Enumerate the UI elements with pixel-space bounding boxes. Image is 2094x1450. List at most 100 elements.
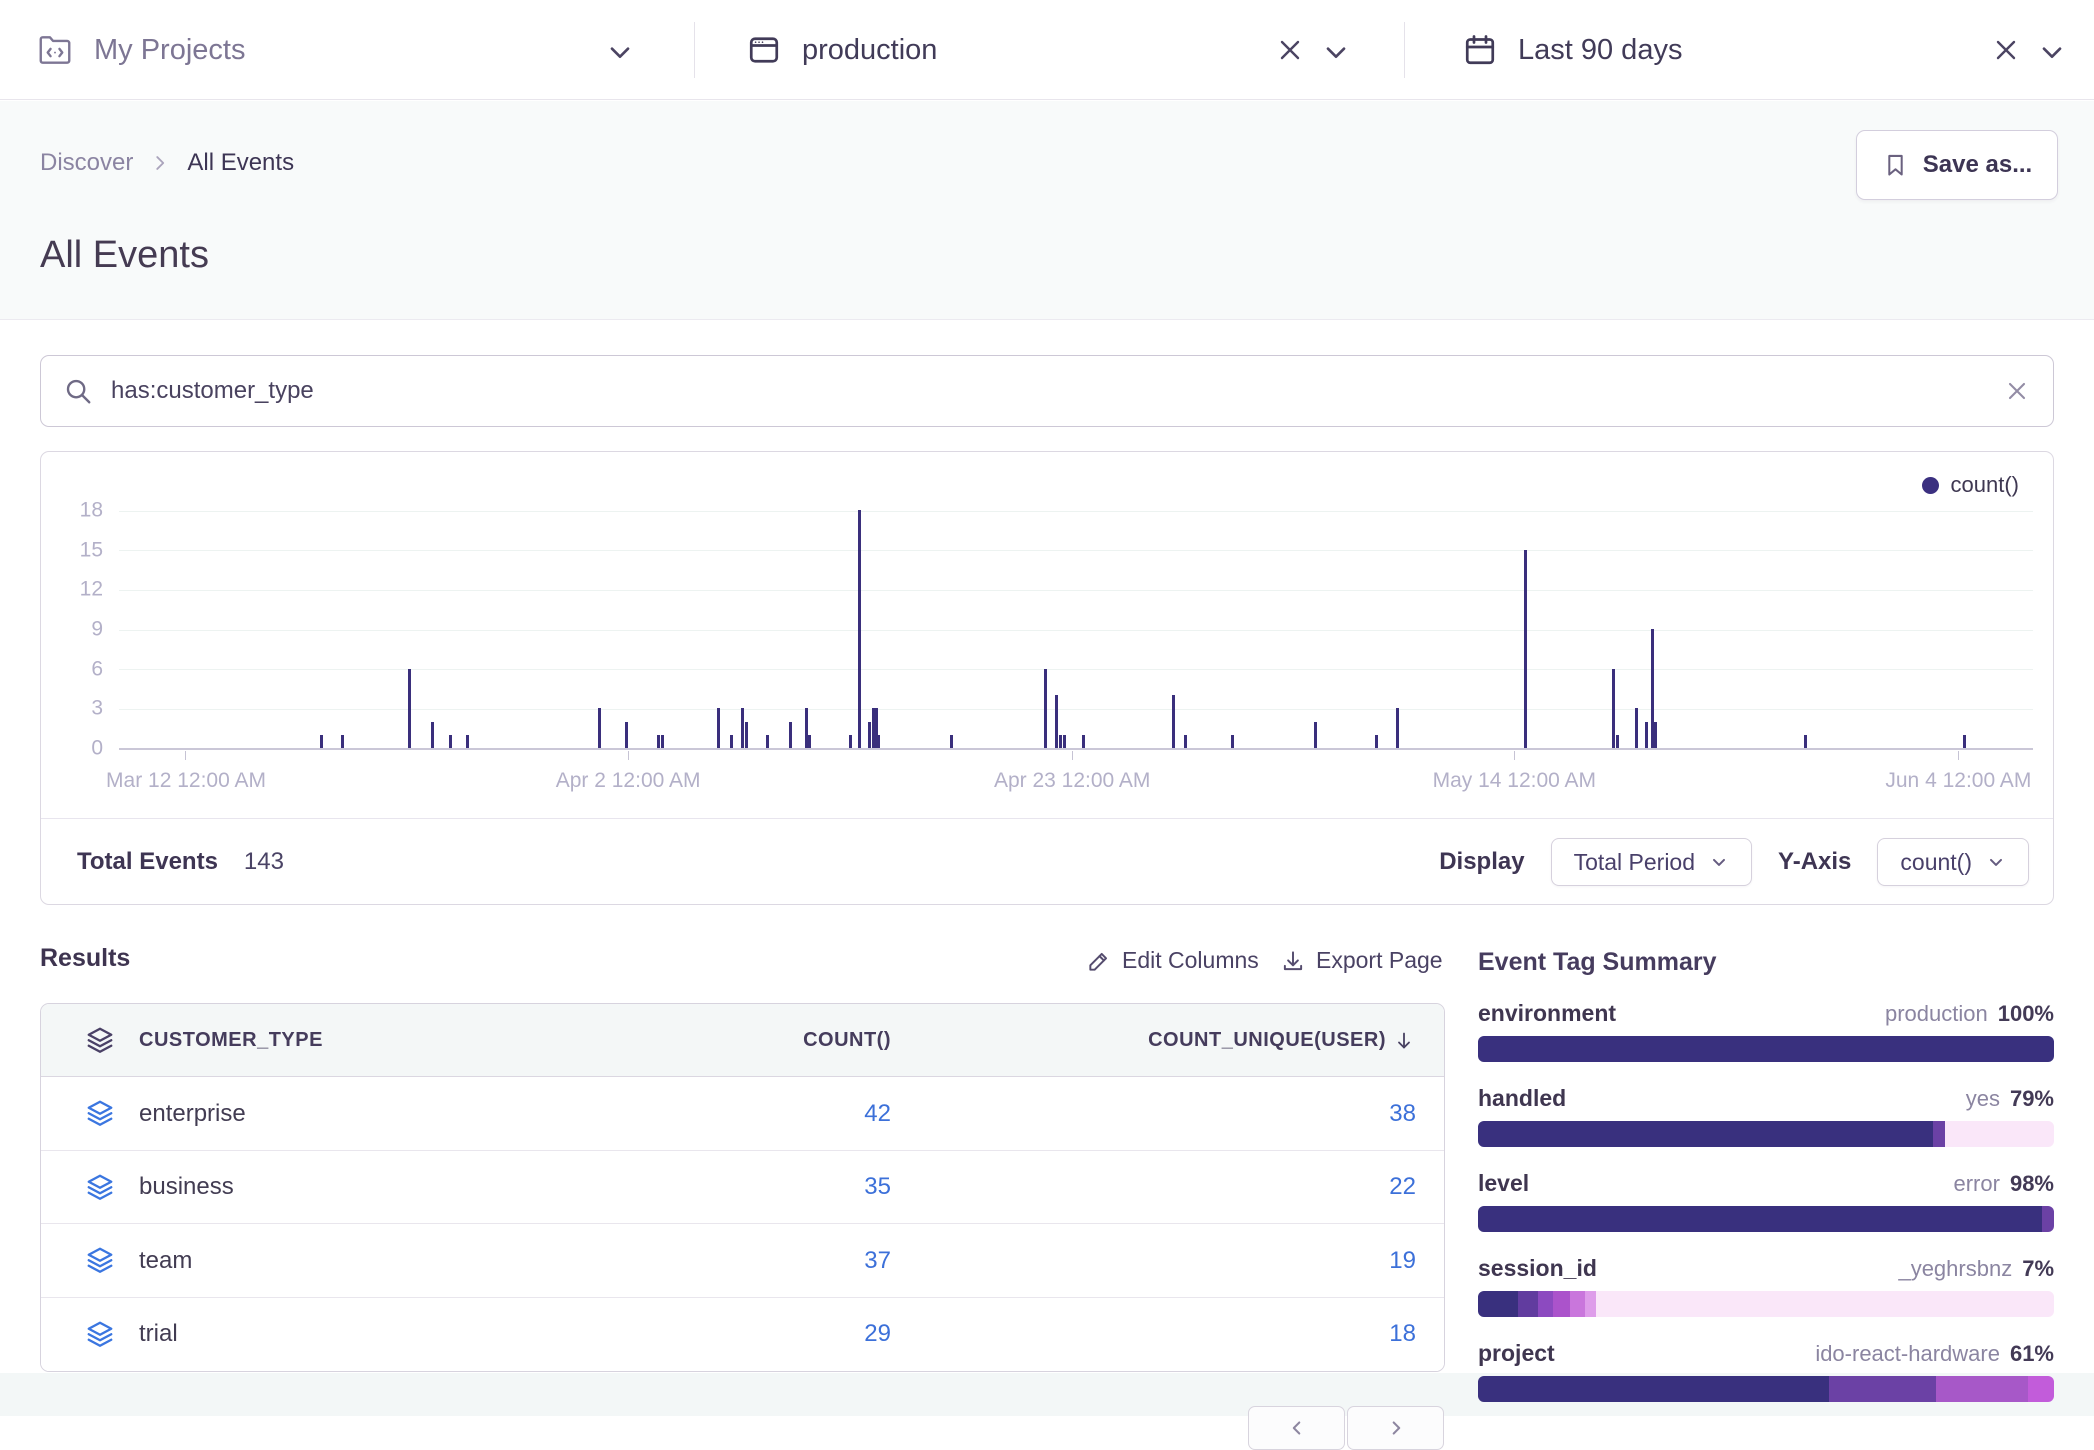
environment-filter-label: production bbox=[802, 33, 938, 66]
yaxis-dropdown[interactable]: count() bbox=[1877, 838, 2029, 886]
display-label: Display bbox=[1439, 848, 1525, 875]
column-header-count[interactable]: COUNT() bbox=[803, 1029, 891, 1051]
y-axis-tick-label: 12 bbox=[79, 577, 103, 601]
count-unique-user-cell[interactable]: 18 bbox=[1389, 1320, 1416, 1347]
tag-bar-segment bbox=[2028, 1376, 2054, 1402]
save-as-button[interactable]: Save as... bbox=[1856, 130, 2058, 200]
tag-name: level bbox=[1478, 1170, 1530, 1196]
tag-bar-segment bbox=[1518, 1291, 1539, 1317]
project-selector[interactable]: My Projects bbox=[36, 0, 245, 100]
chart-bar bbox=[1524, 549, 1528, 748]
column-header-count-unique-user[interactable]: COUNT_UNIQUE(USER) bbox=[1148, 1004, 1416, 1077]
tag-distribution-bar[interactable] bbox=[1478, 1121, 2054, 1147]
event-tag-summary-heading: Event Tag Summary bbox=[1478, 948, 1717, 976]
chart-bar bbox=[1616, 734, 1620, 748]
chart-bar bbox=[808, 734, 812, 748]
results-table: CUSTOMER_TYPE COUNT() COUNT_UNIQUE(USER)… bbox=[40, 1003, 1445, 1372]
chevron-left-icon bbox=[1292, 1421, 1300, 1435]
chart-bar bbox=[1374, 734, 1378, 748]
count-unique-user-cell[interactable]: 38 bbox=[1389, 1099, 1416, 1127]
daterange-filter[interactable]: Last 90 days bbox=[1462, 0, 1682, 100]
results-table-header: CUSTOMER_TYPE COUNT() COUNT_UNIQUE(USER) bbox=[41, 1004, 1444, 1077]
gridline bbox=[119, 589, 2033, 591]
breadcrumb-discover-link[interactable]: Discover bbox=[40, 149, 134, 176]
tag-name: handled bbox=[1478, 1085, 1567, 1111]
top-bar: My Projects production Last 90 days bbox=[0, 0, 2094, 100]
table-row[interactable]: business 35 22 bbox=[41, 1150, 1444, 1224]
y-axis-tick-label: 9 bbox=[91, 617, 103, 641]
count-cell[interactable]: 29 bbox=[864, 1320, 891, 1347]
search-input[interactable] bbox=[111, 377, 1985, 405]
table-row[interactable]: enterprise 42 38 bbox=[41, 1077, 1444, 1151]
tag-top-value: _yeghrsbnz 7% bbox=[1898, 1256, 2054, 1281]
chart-plot: 0 3 6 9 12 15 18 Mar 12 12:00 AM Apr 2 12:00 AM A… bbox=[80, 499, 2033, 792]
chart-bar bbox=[804, 708, 808, 748]
page-header: Discover All Events Save as... All Event… bbox=[0, 101, 2094, 320]
table-row[interactable]: team 37 19 bbox=[41, 1224, 1444, 1298]
chart-bar bbox=[1183, 734, 1187, 748]
chart-bar bbox=[1231, 734, 1235, 748]
x-axis-tick-label: Apr 23 12:00 AM bbox=[993, 769, 1151, 792]
count-cell[interactable]: 35 bbox=[864, 1173, 891, 1200]
clear-daterange-icon[interactable] bbox=[1990, 34, 2022, 66]
customer-type-cell: business bbox=[139, 1173, 234, 1200]
tag-bar-segment bbox=[1933, 1121, 1945, 1147]
tag-distribution-bar[interactable] bbox=[1478, 1036, 2054, 1062]
pagination-next-button[interactable] bbox=[1347, 1406, 1444, 1450]
chart-bar bbox=[1063, 734, 1067, 748]
tag-distribution-bar[interactable] bbox=[1478, 1206, 2054, 1232]
chart-bar bbox=[448, 734, 452, 748]
y-axis-tick-label: 6 bbox=[91, 657, 103, 681]
clear-search-icon[interactable] bbox=[2003, 377, 2031, 405]
y-axis-tick-label: 15 bbox=[79, 538, 103, 562]
tag-top-value: production 100% bbox=[1884, 1001, 2054, 1026]
y-axis-tick-label: 0 bbox=[91, 736, 103, 760]
chart-bar bbox=[950, 734, 954, 748]
pagination-previous-button[interactable] bbox=[1248, 1406, 1345, 1450]
chart-legend-count[interactable]: count() bbox=[1921, 472, 2019, 498]
tag-bar-segment bbox=[1944, 1121, 2054, 1147]
count-cell[interactable]: 42 bbox=[864, 1099, 891, 1127]
chevron-down-icon[interactable] bbox=[1320, 36, 1352, 68]
project-selector-label: My Projects bbox=[94, 33, 246, 66]
divider bbox=[694, 22, 695, 78]
divider bbox=[1404, 22, 1405, 78]
tag-meta: handled yes 79% bbox=[1478, 1085, 2054, 1112]
chart-bar bbox=[1055, 695, 1059, 748]
tag-name: project bbox=[1478, 1340, 1555, 1366]
y-axis-tick-label: 3 bbox=[91, 696, 103, 720]
tag-row: session_id _yeghrsbnz 7% bbox=[1478, 1255, 2054, 1317]
export-page-button[interactable]: Export Page bbox=[1280, 947, 1443, 974]
tag-distribution-bar[interactable] bbox=[1478, 1291, 2054, 1317]
tag-distribution-bar[interactable] bbox=[1478, 1376, 2054, 1402]
chart-bar bbox=[1082, 734, 1086, 748]
chart-bar bbox=[875, 708, 879, 748]
search-bar bbox=[40, 355, 2054, 427]
display-dropdown[interactable]: Total Period bbox=[1550, 838, 1753, 886]
column-header-customer-type[interactable]: CUSTOMER_TYPE bbox=[139, 1029, 323, 1051]
event-tag-summary: Event Tag Summary environment production… bbox=[1478, 948, 2054, 1402]
count-unique-user-cell[interactable]: 19 bbox=[1389, 1246, 1416, 1274]
breadcrumb-current: All Events bbox=[187, 149, 295, 176]
x-axis-tick-label: May 14 12:00 AM bbox=[1432, 769, 1597, 792]
edit-columns-button[interactable]: Edit Columns bbox=[1086, 947, 1259, 974]
tag-name: session_id bbox=[1478, 1255, 1597, 1281]
count-unique-user-cell[interactable]: 22 bbox=[1389, 1173, 1416, 1200]
table-row[interactable]: trial 29 18 bbox=[41, 1297, 1444, 1371]
clear-environment-icon[interactable] bbox=[1274, 34, 1306, 66]
customer-type-cell: enterprise bbox=[139, 1099, 246, 1127]
chevron-down-icon[interactable] bbox=[2036, 36, 2068, 68]
chart-bar bbox=[871, 708, 875, 748]
chart-bar bbox=[741, 708, 745, 748]
count-cell[interactable]: 37 bbox=[864, 1246, 891, 1274]
tag-bar-segment bbox=[1478, 1291, 1519, 1317]
environment-filter[interactable]: production bbox=[746, 0, 937, 100]
projects-folder-icon bbox=[39, 36, 71, 64]
chart-bar bbox=[1635, 708, 1639, 748]
results-table-body: enterprise 42 38 business 35 22 team 37 … bbox=[41, 1077, 1444, 1371]
gridline bbox=[119, 708, 2033, 710]
legend-dot-icon bbox=[1921, 476, 1939, 494]
edit-columns-label: Edit Columns bbox=[1122, 947, 1259, 973]
yaxis-label: Y-Axis bbox=[1778, 848, 1852, 875]
customer-type-cell: trial bbox=[139, 1320, 178, 1347]
